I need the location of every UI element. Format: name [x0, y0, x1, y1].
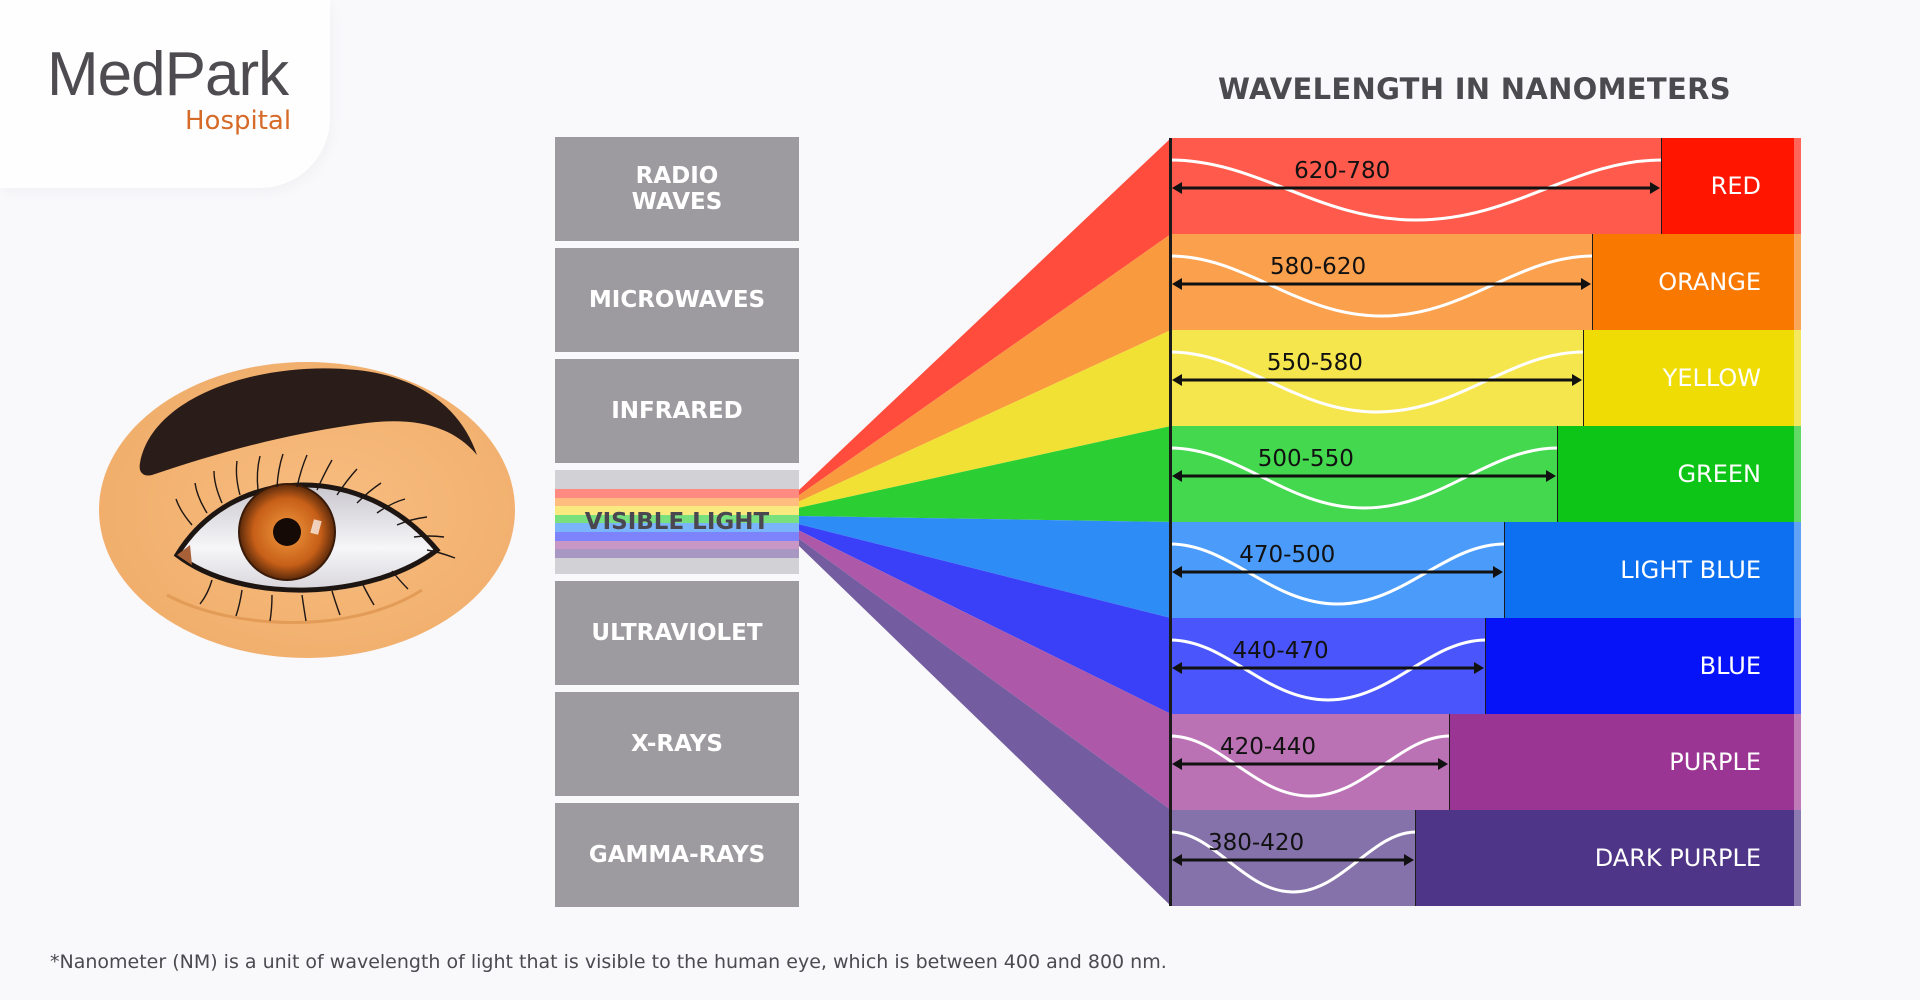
band-range-area: [1170, 138, 1662, 234]
band-orange: 580-620 ORANGE: [1170, 234, 1801, 330]
range-label: 440-470: [1232, 638, 1329, 664]
chart-heading: WAVELENGTH IN NANOMETERS: [1218, 72, 1731, 106]
band-dark-purple: 380-420 DARK PURPLE: [1170, 810, 1801, 906]
range-label: 470-500: [1239, 542, 1336, 568]
wave-icon: [1170, 446, 1558, 510]
spectrum-microwaves: MICROWAVES: [555, 248, 799, 352]
wave-icon: [1170, 734, 1450, 798]
color-name-label: DARK PURPLE: [1416, 810, 1801, 906]
band-range-area: [1170, 714, 1450, 810]
wave-icon: [1170, 542, 1505, 606]
logo-wordmark: MedPark: [47, 40, 289, 109]
band-green: 500-550 GREEN: [1170, 426, 1801, 522]
logo-subtitle: Hospital: [185, 106, 292, 136]
spectrum-x-rays: X-RAYS: [555, 692, 799, 796]
logo-card: MedPark Hospital: [0, 0, 330, 188]
eye-illustration-icon: [99, 362, 515, 658]
spectrum-radio-waves: RADIO WAVES: [555, 137, 799, 241]
band-blue: 440-470 BLUE: [1170, 618, 1801, 714]
range-label: 550-580: [1266, 350, 1363, 376]
color-name-label: YELLOW: [1584, 330, 1801, 426]
wave-icon: [1170, 638, 1486, 702]
color-name-label: RED: [1662, 138, 1801, 234]
color-name-label: ORANGE: [1593, 234, 1801, 330]
spectrum-gamma-rays: GAMMA-RAYS: [555, 803, 799, 907]
footnote: *Nanometer (NM) is a unit of wavelength …: [50, 951, 1167, 973]
color-name-label: PURPLE: [1450, 714, 1801, 810]
range-label: 420-440: [1219, 734, 1317, 760]
range-label: 380-420: [1208, 830, 1305, 856]
band-purple: 420-440 PURPLE: [1170, 714, 1801, 810]
range-label: 580-620: [1269, 254, 1367, 280]
band-red: 620-780 RED: [1170, 138, 1801, 234]
band-range-area: [1170, 522, 1505, 618]
band-light-blue: 470-500 LIGHT BLUE: [1170, 522, 1801, 618]
band-range-area: [1170, 426, 1558, 522]
range-label: 620-780: [1294, 158, 1391, 184]
band-range-area: [1170, 618, 1486, 714]
wave-icon: [1170, 830, 1416, 894]
visible-light-stripes: [555, 489, 799, 558]
spectrum-infrared: INFRARED: [555, 359, 799, 463]
wave-icon: [1170, 254, 1593, 318]
color-name-label: BLUE: [1486, 618, 1801, 714]
wave-icon: [1170, 350, 1584, 414]
band-range-area: [1170, 330, 1584, 426]
band-range-area: [1170, 234, 1593, 330]
spectrum-ultraviolet: ULTRAVIOLET: [555, 581, 799, 685]
range-label: 500-550: [1257, 446, 1354, 472]
color-name-label: GREEN: [1558, 426, 1801, 522]
band-yellow: 550-580 YELLOW: [1170, 330, 1801, 426]
spectrum-visible-light: VISIBLE LIGHT: [555, 470, 799, 574]
color-name-label: LIGHT BLUE: [1505, 522, 1801, 618]
band-range-area: [1170, 810, 1416, 906]
wave-icon: [1170, 158, 1662, 222]
axis-line: [1169, 138, 1172, 906]
